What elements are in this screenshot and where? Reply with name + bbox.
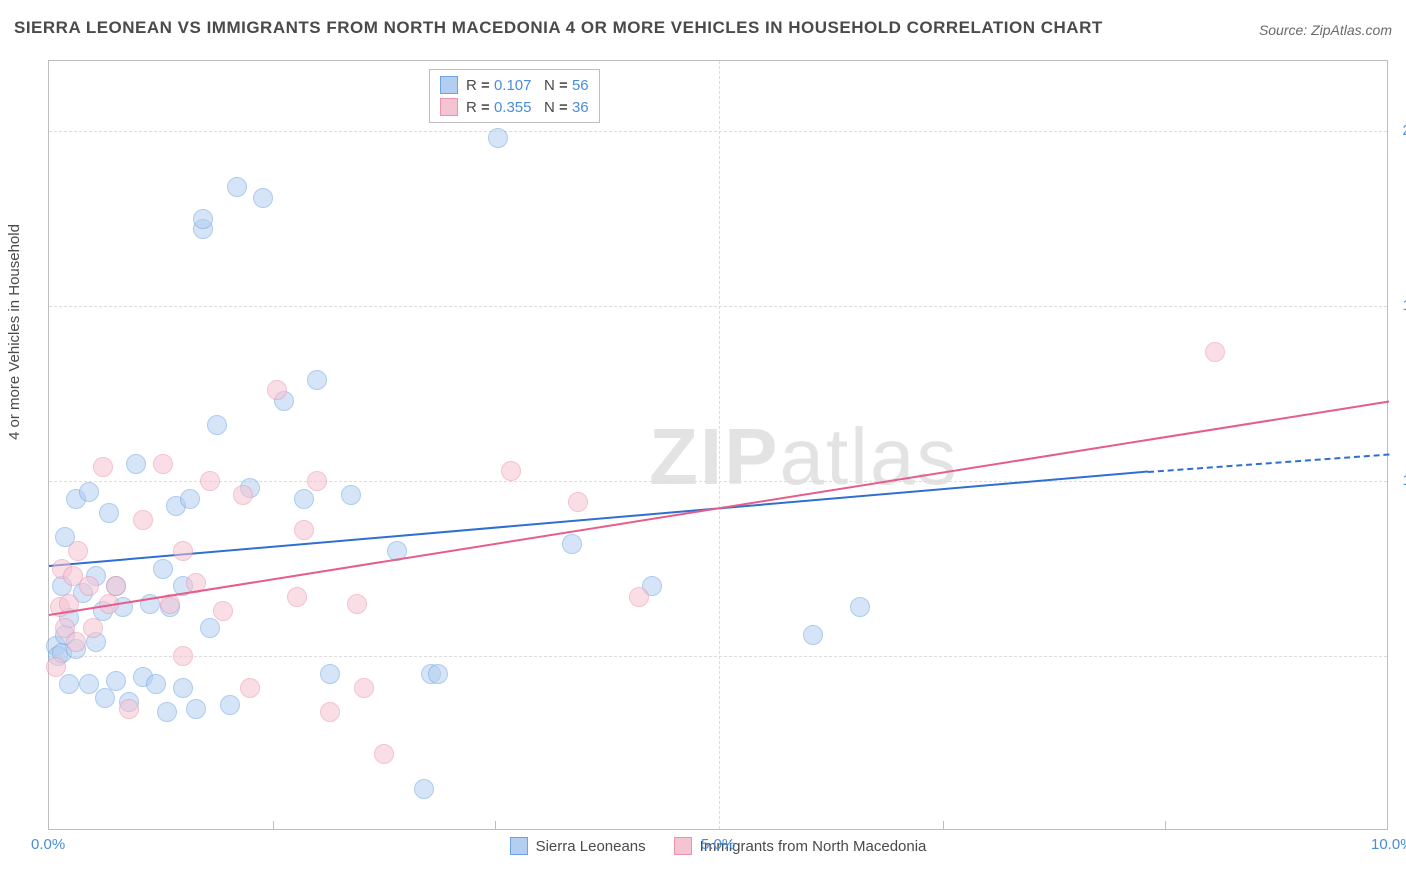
data-point — [428, 664, 448, 684]
data-point — [99, 503, 119, 523]
data-point — [207, 415, 227, 435]
data-point — [803, 625, 823, 645]
swatch-icon — [510, 837, 528, 855]
y-axis-label: 4 or more Vehicles in Household — [6, 224, 23, 440]
data-point — [341, 485, 361, 505]
data-point — [133, 510, 153, 530]
data-point — [79, 482, 99, 502]
data-point — [173, 646, 193, 666]
data-point — [501, 461, 521, 481]
x-minor-tick — [1165, 821, 1166, 829]
watermark-bold: ZIP — [649, 412, 779, 501]
watermark-thin: atlas — [779, 412, 958, 501]
data-point — [414, 779, 434, 799]
swatch-icon — [674, 837, 692, 855]
data-point — [294, 489, 314, 509]
data-point — [227, 177, 247, 197]
x-minor-tick — [943, 821, 944, 829]
x-minor-tick — [495, 821, 496, 829]
data-point — [173, 678, 193, 698]
stats-text: R = 0.107 N = 56 — [466, 77, 589, 94]
data-point — [233, 485, 253, 505]
data-point — [220, 695, 240, 715]
data-point — [68, 541, 88, 561]
data-point — [106, 671, 126, 691]
swatch-icon — [440, 98, 458, 116]
swatch-icon — [440, 76, 458, 94]
data-point — [59, 674, 79, 694]
trend-line — [1148, 453, 1389, 472]
data-point — [354, 678, 374, 698]
data-point — [347, 594, 367, 614]
data-point — [157, 702, 177, 722]
data-point — [240, 678, 260, 698]
gridline-h — [49, 656, 1387, 657]
data-point — [287, 587, 307, 607]
data-point — [307, 471, 327, 491]
data-point — [106, 576, 126, 596]
data-point — [93, 457, 113, 477]
data-point — [200, 471, 220, 491]
data-point — [79, 674, 99, 694]
chart-title: SIERRA LEONEAN VS IMMIGRANTS FROM NORTH … — [14, 18, 1103, 38]
y-tick-label: 15.0% — [1402, 297, 1406, 314]
data-point — [146, 674, 166, 694]
y-tick-label: 10.0% — [1402, 472, 1406, 489]
source-attribution: Source: ZipAtlas.com — [1259, 22, 1392, 38]
stats-text: R = 0.355 N = 36 — [466, 99, 589, 116]
legend-item-1: Sierra Leoneans — [510, 837, 646, 855]
data-point — [568, 492, 588, 512]
plot-area: ZIPatlas R = 0.107 N = 56 R = 0.355 N = 3… — [48, 60, 1388, 830]
x-tick-label: 10.0% — [1371, 836, 1406, 853]
gridline-h — [49, 306, 1387, 307]
data-point — [320, 702, 340, 722]
data-point — [374, 744, 394, 764]
x-tick-label: 5.0% — [701, 836, 735, 853]
stats-row: R = 0.107 N = 56 — [440, 74, 589, 96]
legend-label-1: Sierra Leoneans — [536, 838, 646, 855]
data-point — [850, 597, 870, 617]
data-point — [1205, 342, 1225, 362]
data-point — [95, 688, 115, 708]
gridline-v — [719, 61, 720, 829]
x-tick-label: 0.0% — [31, 836, 65, 853]
data-point — [83, 618, 103, 638]
data-point — [488, 128, 508, 148]
data-point — [46, 657, 66, 677]
data-point — [193, 209, 213, 229]
y-tick-label: 20.0% — [1402, 122, 1406, 139]
data-point — [253, 188, 273, 208]
stats-legend: R = 0.107 N = 56 R = 0.355 N = 36 — [429, 69, 600, 123]
data-point — [200, 618, 220, 638]
data-point — [186, 699, 206, 719]
data-point — [267, 380, 287, 400]
data-point — [66, 632, 86, 652]
data-point — [153, 454, 173, 474]
data-point — [173, 541, 193, 561]
data-point — [213, 601, 233, 621]
data-point — [294, 520, 314, 540]
data-point — [180, 489, 200, 509]
stats-row: R = 0.355 N = 36 — [440, 96, 589, 118]
watermark: ZIPatlas — [649, 411, 958, 503]
data-point — [320, 664, 340, 684]
data-point — [629, 587, 649, 607]
data-point — [307, 370, 327, 390]
chart-container: SIERRA LEONEAN VS IMMIGRANTS FROM NORTH … — [0, 0, 1406, 892]
data-point — [79, 576, 99, 596]
gridline-h — [49, 131, 1387, 132]
data-point — [119, 699, 139, 719]
data-point — [153, 559, 173, 579]
data-point — [562, 534, 582, 554]
x-minor-tick — [273, 821, 274, 829]
data-point — [126, 454, 146, 474]
